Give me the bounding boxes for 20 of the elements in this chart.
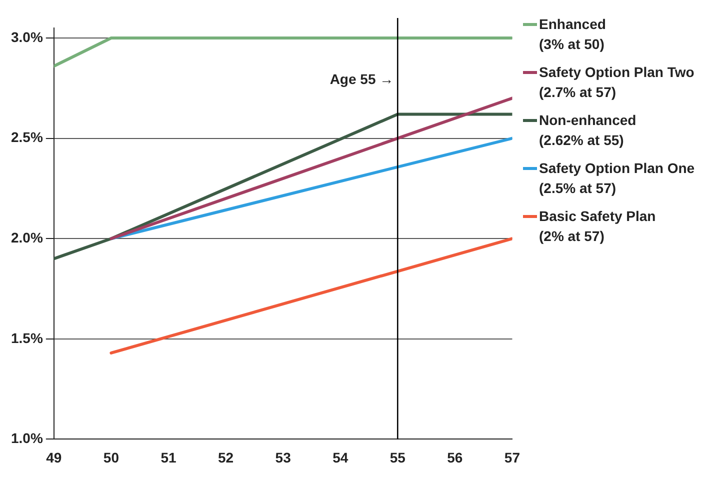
x-tick-label: 56 xyxy=(447,449,463,466)
legend-label: Safety Option Plan Two (2.7% at 57) xyxy=(539,63,694,102)
x-tick-label: 49 xyxy=(46,449,62,466)
x-tick-label: 53 xyxy=(275,449,292,466)
x-tick-label: 52 xyxy=(218,449,234,466)
x-tick-label: 51 xyxy=(160,449,176,466)
x-tick-label: 57 xyxy=(504,449,520,466)
x-tick-label: 55 xyxy=(390,449,406,466)
x-tick-label: 50 xyxy=(103,449,120,466)
y-tick-label: 3.0% xyxy=(10,28,44,45)
legend-label: Safety Option Plan One (2.5% at 57) xyxy=(539,159,695,198)
legend-label: Enhanced (3% at 50) xyxy=(539,15,606,54)
y-tick-label: 1.5% xyxy=(10,330,44,346)
x-tick-label: 54 xyxy=(332,449,348,466)
y-tick-label: 2.0% xyxy=(10,229,44,246)
y-tick-label: 2.5% xyxy=(10,129,44,146)
y-tick-label: 1.0% xyxy=(10,430,44,446)
ref-line-label: Age 55 → xyxy=(330,71,394,88)
legend-label: Non-enhanced (2.62% at 55) xyxy=(539,111,636,150)
legend-label: Basic Safety Plan (2% at 57) xyxy=(539,207,656,246)
